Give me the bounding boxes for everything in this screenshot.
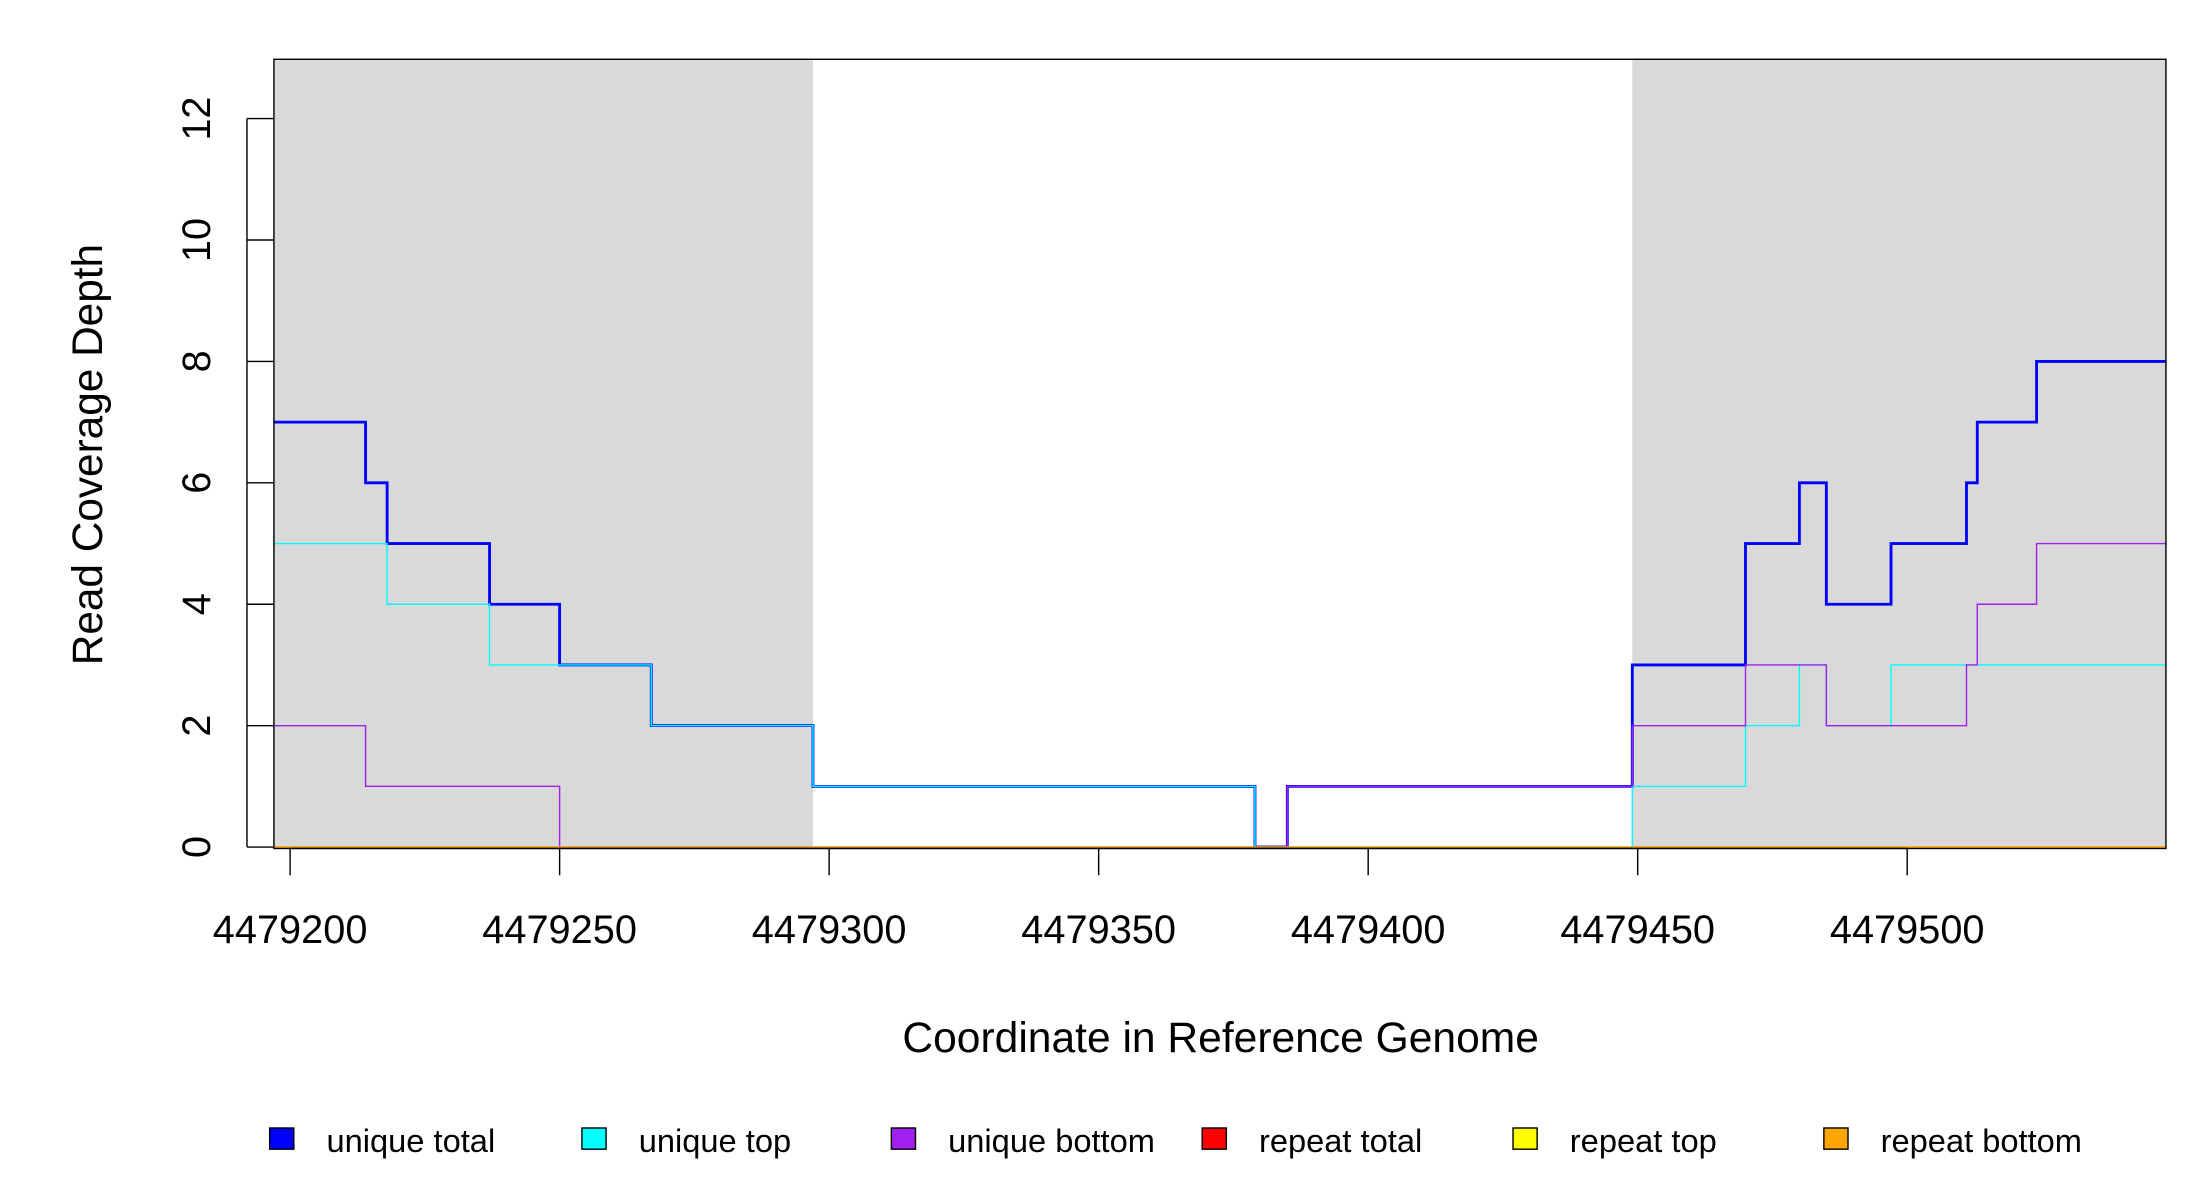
legend-label: repeat total <box>1259 1123 1422 1159</box>
y-tick-label: 6 <box>175 472 219 494</box>
legend-swatch <box>1823 1127 1849 1150</box>
shaded-region <box>273 59 813 849</box>
x-tick-label: 4479350 <box>1021 908 1176 952</box>
x-tick-label: 4479300 <box>752 908 907 952</box>
legend-label: unique top <box>639 1123 791 1159</box>
legend-label: repeat top <box>1570 1123 1717 1159</box>
y-tick-label: 4 <box>175 593 219 615</box>
legend: unique total unique top unique bottom repea… <box>268 1123 2082 1159</box>
x-axis-label: Coordinate in Reference Genome <box>902 1014 1539 1061</box>
legend-label: unique bottom <box>948 1123 1155 1159</box>
legend-swatch <box>581 1127 607 1150</box>
y-axis: 0 2 4 6 8 10 12 <box>175 97 274 858</box>
x-tick-label: 4479250 <box>482 908 637 952</box>
x-tick-label: 4479400 <box>1291 908 1446 952</box>
legend-swatch <box>1201 1127 1228 1150</box>
y-axis-label: Read Coverage Depth <box>64 244 111 665</box>
legend-swatch <box>890 1127 917 1150</box>
legend-swatch <box>1512 1127 1538 1150</box>
series-lines <box>273 360 2166 849</box>
shaded-regions <box>273 59 2166 849</box>
y-tick-label: 0 <box>175 836 219 858</box>
x-tick-label: 4479200 <box>213 908 368 952</box>
y-tick-label: 12 <box>175 97 219 141</box>
series-line-unique-bottom <box>273 542 2166 848</box>
x-tick-label: 4479500 <box>1830 908 1985 952</box>
y-tick-label: 2 <box>175 715 219 737</box>
x-tick-label: 4479450 <box>1560 908 1715 952</box>
y-tick-label: 8 <box>175 350 219 372</box>
legend-label: repeat bottom <box>1881 1123 2082 1159</box>
y-tick-label: 10 <box>175 218 219 262</box>
shaded-region <box>1632 59 2166 849</box>
legend-swatch <box>268 1127 295 1150</box>
x-axis: 4479200 4479250 4479300 4479350 4479400 44794… <box>213 847 1985 952</box>
legend-label: unique total <box>326 1123 495 1159</box>
